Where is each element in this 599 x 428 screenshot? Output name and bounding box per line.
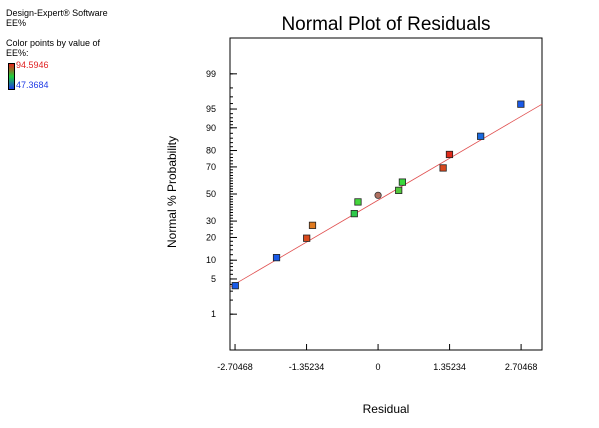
residual-point — [272, 254, 281, 262]
residual-point — [350, 210, 358, 218]
x-tick-label: -1.35234 — [289, 362, 325, 372]
y-tick-label: 50 — [206, 189, 216, 199]
response-name: EE% — [6, 18, 27, 28]
x-tick-label: -2.70468 — [217, 362, 253, 372]
residual-point — [308, 221, 317, 229]
residual-point — [398, 178, 406, 186]
y-tick-label: 99 — [206, 69, 216, 79]
x-tick-label: 0 — [376, 362, 381, 372]
y-tick-label: 10 — [206, 255, 216, 265]
residual-point — [439, 164, 447, 172]
software-name: Design-Expert® Software — [6, 8, 108, 18]
residual-point — [303, 234, 311, 242]
chart-title: Normal Plot of Residuals — [281, 14, 491, 35]
residual-point — [395, 186, 403, 194]
color-max-label: 94.5946 — [16, 60, 49, 70]
y-tick-label: 80 — [206, 146, 216, 156]
color-caption: Color points by value of — [6, 38, 101, 48]
color-scale-bar — [8, 63, 15, 90]
x-tick-label: 1.35234 — [433, 362, 466, 372]
residual-point — [477, 132, 485, 140]
residual-point — [354, 198, 362, 206]
software-info: Design-Expert® Software EE% Color points… — [6, 8, 108, 58]
y-tick-label: 5 — [211, 274, 216, 284]
y-tick-label: 1 — [211, 309, 216, 319]
residual-point — [445, 150, 454, 159]
y-tick-label: 95 — [206, 104, 216, 114]
residual-point — [374, 191, 382, 199]
residual-point — [231, 282, 239, 290]
y-tick-label: 20 — [206, 232, 216, 242]
y-tick-label: 90 — [206, 123, 216, 133]
residual-point — [517, 100, 525, 108]
y-tick-label: 30 — [206, 216, 216, 226]
color-response: EE%: — [6, 48, 29, 58]
plot-frame — [229, 37, 543, 351]
fit-line — [229, 103, 543, 288]
y-tick-label: 70 — [206, 162, 216, 172]
color-legend: 94.5946 47.3684 — [6, 60, 66, 90]
x-axis-label: Residual — [362, 402, 410, 416]
x-tick-label: 2.70468 — [505, 362, 538, 372]
color-min-label: 47.3684 — [16, 80, 49, 90]
